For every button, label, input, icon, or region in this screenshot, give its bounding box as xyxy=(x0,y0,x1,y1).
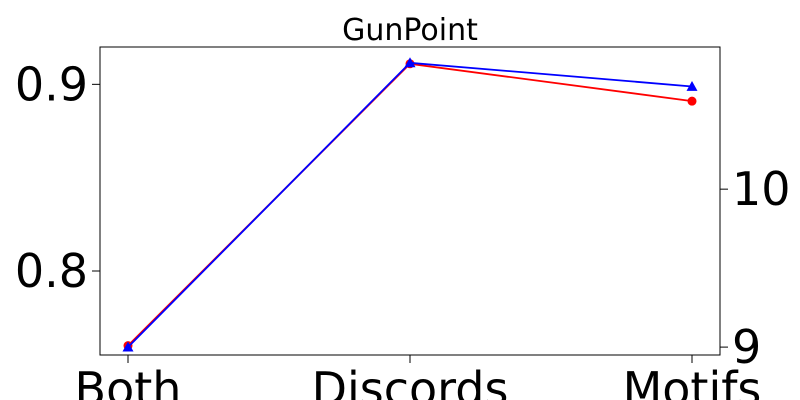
x-tick-label: Motifs xyxy=(623,362,762,400)
chart-title: GunPoint xyxy=(342,13,478,48)
series-point-2 xyxy=(122,341,134,352)
series-line-2 xyxy=(127,61,693,348)
y-left-tick-label: 0.8 xyxy=(15,244,88,298)
plot-frame xyxy=(99,46,721,356)
chart-marks: 0.8 0.9 9 10 Both Discords Motifs xyxy=(15,57,791,400)
x-tick-label: Both xyxy=(75,362,182,400)
series-point-1 xyxy=(687,96,697,106)
series-line-1 xyxy=(127,62,693,347)
y-left-tick-label: 0.9 xyxy=(15,57,88,111)
series-point-2 xyxy=(686,80,698,91)
x-tick-label: Discords xyxy=(312,362,509,400)
series-point-2 xyxy=(404,57,416,68)
y-right-tick-label: 10 xyxy=(732,162,791,216)
y-right-tick-label: 9 xyxy=(732,320,761,374)
